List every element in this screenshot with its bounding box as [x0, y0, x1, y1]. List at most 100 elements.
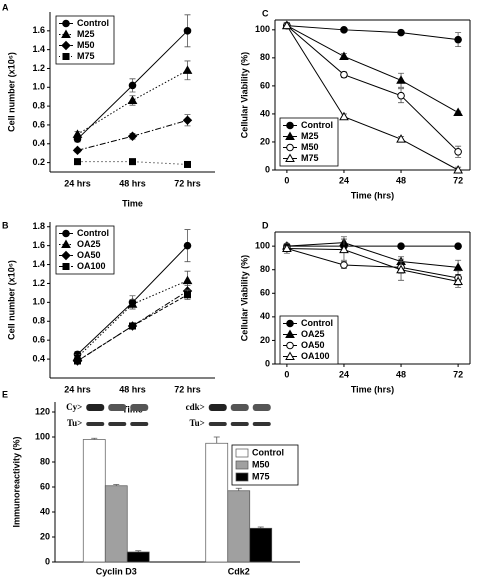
y-tick-label: 1.2 — [32, 63, 45, 73]
x-tick-label: 24 hrs — [64, 178, 91, 188]
y-tick-label: 1.4 — [32, 44, 45, 54]
marker — [454, 147, 462, 156]
marker — [453, 262, 463, 271]
blot-band — [86, 422, 105, 426]
marker — [453, 107, 463, 117]
x-tick-label: 72 — [453, 175, 463, 185]
series-line — [286, 25, 459, 171]
x-tick-label: 0 — [284, 369, 289, 379]
y-axis-label: Cellular Viability (%) — [239, 255, 249, 341]
marker — [182, 275, 193, 285]
y-tick-label: 0.8 — [32, 100, 45, 110]
blot-band — [108, 404, 127, 411]
marker — [128, 81, 137, 90]
y-tick-label: 1.8 — [32, 221, 45, 231]
series-line — [286, 248, 459, 279]
marker — [61, 29, 71, 38]
legend-label: M75 — [252, 471, 270, 481]
y-tick-label: 60 — [260, 80, 270, 90]
blot-band — [130, 422, 149, 426]
legend-label: M50 — [77, 40, 95, 50]
bar — [104, 485, 128, 563]
y-tick-label: 60 — [40, 481, 50, 491]
marker — [397, 91, 405, 100]
blot-label: Cy> — [66, 402, 82, 412]
bar — [249, 527, 273, 563]
marker — [127, 131, 138, 141]
x-tick-label: 48 — [396, 369, 406, 379]
marker — [74, 357, 81, 365]
y-tick-label: 20 — [260, 136, 270, 146]
y-tick-label: 60 — [260, 288, 270, 298]
y-tick-label: 1.6 — [32, 25, 45, 35]
bar — [205, 442, 229, 563]
legend-swatch — [235, 472, 249, 482]
marker — [286, 121, 294, 130]
error-bar — [113, 484, 120, 486]
x-axis-label: Time (hrs) — [351, 190, 394, 200]
marker — [339, 244, 349, 254]
x-axis-label: Time — [122, 198, 143, 208]
panel-label: C — [262, 8, 269, 18]
y-tick-label: 40 — [260, 311, 270, 321]
marker — [62, 53, 70, 60]
legend-label: M25 — [77, 29, 95, 39]
x-tick-label: 48 — [396, 175, 406, 185]
y-tick-label: 100 — [255, 24, 270, 34]
marker — [62, 229, 70, 238]
y-tick-label: 0 — [265, 358, 270, 368]
y-tick-label: 0.4 — [32, 138, 45, 148]
panel-label: D — [262, 220, 269, 230]
legend-label: M75 — [301, 153, 319, 163]
blot-label: Tu> — [189, 418, 204, 428]
blot-band — [208, 404, 227, 411]
y-tick-label: 0 — [45, 556, 50, 566]
marker — [397, 242, 405, 250]
marker — [396, 134, 406, 143]
series-line — [77, 290, 188, 362]
marker — [62, 19, 70, 28]
legend-label: OA100 — [77, 261, 106, 271]
marker — [127, 299, 138, 308]
marker — [454, 242, 462, 250]
blot-band — [230, 404, 249, 411]
y-tick-label: 0 — [265, 164, 270, 174]
y-tick-label: 0.6 — [32, 335, 45, 345]
x-tick-label: 72 hrs — [174, 384, 201, 394]
blot-band — [252, 422, 271, 426]
bar — [227, 490, 251, 563]
marker — [282, 20, 292, 30]
marker — [129, 322, 136, 330]
blot-band — [230, 422, 249, 426]
y-axis-label: Cellular Viability (%) — [239, 52, 249, 138]
y-tick-label: 1.0 — [32, 82, 45, 92]
series-line — [286, 25, 459, 153]
bar — [82, 439, 106, 563]
marker — [282, 243, 292, 252]
legend-label: M25 — [301, 131, 319, 141]
legend-swatch — [235, 460, 249, 470]
marker — [396, 264, 406, 274]
blot-band — [130, 404, 149, 411]
y-tick-label: 40 — [40, 506, 50, 516]
marker — [184, 160, 191, 168]
blot-band — [86, 404, 105, 411]
y-tick-label: 80 — [260, 52, 270, 62]
panel-label: E — [2, 389, 8, 399]
marker — [339, 111, 349, 121]
x-tick-label: 72 hrs — [174, 178, 201, 188]
marker — [61, 239, 71, 248]
y-tick-label: 1.0 — [32, 297, 45, 307]
marker — [285, 351, 295, 360]
marker — [72, 129, 83, 138]
marker — [340, 70, 348, 79]
series-line — [286, 25, 459, 113]
y-tick-label: 1.6 — [32, 240, 45, 250]
bar — [126, 551, 150, 563]
marker — [454, 35, 462, 44]
y-tick-label: 80 — [260, 264, 270, 274]
marker — [182, 65, 193, 74]
marker — [285, 329, 295, 338]
blot-label: Tu> — [67, 418, 82, 428]
error-bar — [235, 487, 242, 491]
